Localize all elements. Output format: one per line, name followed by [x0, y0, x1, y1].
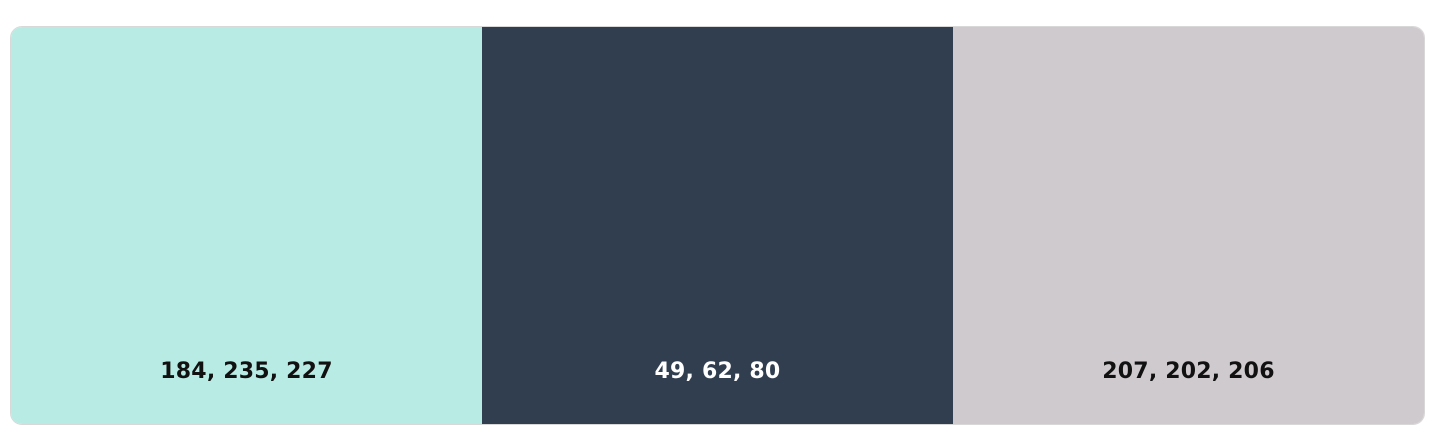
- swatch-rgb-label: 184, 235, 227: [160, 359, 333, 384]
- color-swatch-2[interactable]: 49, 62, 80: [482, 27, 953, 424]
- color-palette: 184, 235, 227 49, 62, 80 207, 202, 206: [10, 26, 1425, 425]
- swatch-rgb-label: 49, 62, 80: [654, 359, 781, 384]
- swatch-rgb-label: 207, 202, 206: [1102, 359, 1275, 384]
- color-swatch-1[interactable]: 184, 235, 227: [11, 27, 482, 424]
- color-swatch-3[interactable]: 207, 202, 206: [953, 27, 1424, 424]
